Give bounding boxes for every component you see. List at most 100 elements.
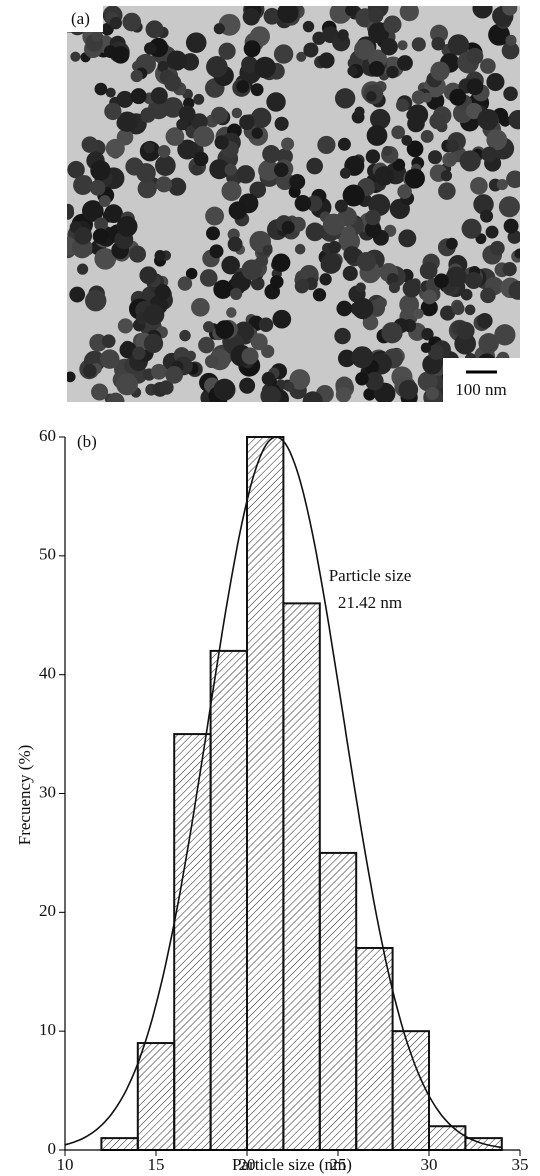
particle <box>319 273 332 286</box>
particle <box>473 194 494 215</box>
particle <box>85 289 107 312</box>
particle <box>94 248 117 270</box>
particle <box>339 167 351 179</box>
bar <box>136 1042 176 1152</box>
fit-curve <box>64 436 502 1149</box>
particle <box>165 366 184 384</box>
particle <box>81 136 99 153</box>
particle <box>250 83 264 97</box>
particle <box>154 249 166 262</box>
particle <box>221 255 240 275</box>
particle <box>230 287 243 301</box>
bar <box>246 436 285 1151</box>
bar <box>318 851 358 1152</box>
particle <box>215 320 235 340</box>
particle <box>143 304 165 326</box>
particle <box>250 276 265 291</box>
particle <box>294 243 306 255</box>
particle <box>198 336 215 354</box>
particle <box>465 271 483 290</box>
x-tick-label: 35 <box>512 1155 529 1174</box>
y-tick-label: 40 <box>39 664 56 683</box>
particle <box>154 284 171 301</box>
y-axis-label: Frecuency (%) <box>15 745 34 846</box>
particle <box>205 206 225 226</box>
particle <box>306 157 323 175</box>
particle <box>303 42 319 58</box>
particle <box>105 138 125 158</box>
particle <box>420 299 438 317</box>
particle <box>91 383 109 401</box>
particle <box>365 209 381 226</box>
particle <box>364 221 382 238</box>
particle <box>258 317 274 333</box>
particle <box>501 41 520 60</box>
particle <box>132 346 146 360</box>
particle <box>392 158 406 172</box>
particle <box>164 74 182 92</box>
particle <box>461 218 482 239</box>
particle <box>82 200 104 222</box>
chart-label: (b) <box>77 432 97 451</box>
particle <box>490 240 505 256</box>
particle <box>404 168 425 189</box>
particle <box>351 346 374 369</box>
histogram: (b) Particle size 21.42 nm Particle size… <box>15 426 529 1174</box>
particle <box>82 363 97 378</box>
particle <box>506 170 520 189</box>
particle <box>322 213 345 236</box>
bar <box>173 733 212 1151</box>
particle <box>92 228 109 245</box>
particle <box>260 385 281 402</box>
particle <box>294 195 312 212</box>
particle <box>274 162 289 178</box>
y-tick-label: 20 <box>39 901 56 920</box>
particle <box>355 371 369 386</box>
particle <box>472 6 493 19</box>
particle <box>302 391 323 402</box>
particle <box>508 280 520 300</box>
particle <box>262 245 273 256</box>
particle <box>464 304 476 316</box>
particle <box>214 135 229 150</box>
particle <box>227 236 243 252</box>
particle <box>143 141 155 154</box>
particle <box>449 88 467 106</box>
particle <box>496 178 508 191</box>
particle <box>94 82 108 96</box>
particle <box>106 392 125 402</box>
particle <box>67 205 75 220</box>
particle <box>177 139 198 160</box>
particle <box>368 60 385 77</box>
particle <box>428 344 444 360</box>
particle <box>266 92 286 112</box>
particle <box>334 327 351 345</box>
particle <box>224 163 237 176</box>
particle <box>100 349 120 369</box>
particle <box>399 6 419 22</box>
particle <box>480 58 496 74</box>
particle <box>67 160 85 179</box>
x-tick-label: 20 <box>239 1155 256 1174</box>
particle <box>318 52 335 69</box>
particle <box>242 8 260 26</box>
particle <box>159 380 174 395</box>
particle <box>413 308 424 319</box>
y-tick-label: 60 <box>39 426 56 445</box>
bar <box>100 1137 139 1152</box>
particle <box>354 39 375 60</box>
annotation: 21.42 nm <box>338 593 402 612</box>
particle <box>145 20 164 39</box>
particle <box>136 163 156 183</box>
particle <box>117 318 134 334</box>
particle <box>334 88 356 109</box>
particle <box>425 386 439 401</box>
particle <box>241 56 258 73</box>
particle <box>150 87 168 105</box>
particle <box>375 297 387 309</box>
particle <box>337 29 349 41</box>
particle <box>365 149 381 164</box>
particle <box>129 245 147 263</box>
particle <box>273 44 294 64</box>
particle <box>116 373 138 396</box>
